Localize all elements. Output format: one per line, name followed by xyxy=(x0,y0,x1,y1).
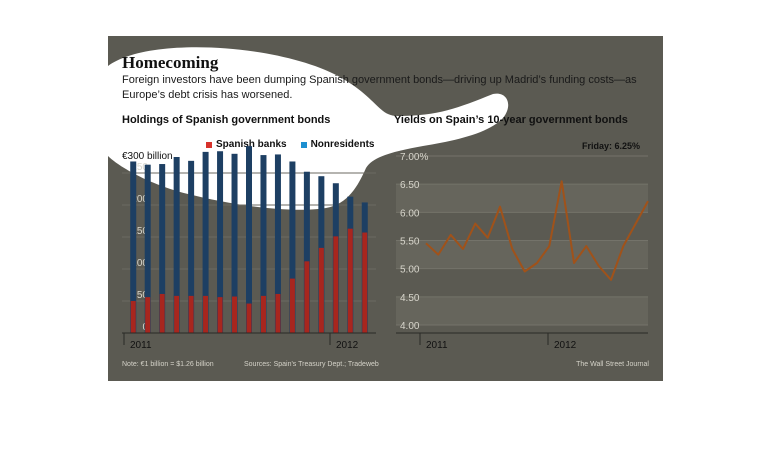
holdings-bar-nonresidents xyxy=(202,151,209,333)
holdings-y-tick: 250 xyxy=(131,162,148,173)
yields-band xyxy=(396,240,648,269)
infographic-panel: Homecoming Foreign investors have been d… xyxy=(108,36,663,381)
legend-nonresidents: Nonresidents xyxy=(310,139,375,150)
spanish-banks-swatch xyxy=(206,141,212,148)
page-subtitle: Foreign investors have been dumping Span… xyxy=(122,74,637,101)
holdings-bar-spanish-banks xyxy=(362,232,368,333)
yields-line-chart: 4.00 4.50 5.00 5.50 6.00 6.50 7.00% 2011 2012 xyxy=(396,152,649,351)
yields-y-tick: 7.00% xyxy=(400,152,428,163)
nonresidents-swatch xyxy=(300,141,307,148)
holdings-bar-spanish-banks xyxy=(130,301,136,333)
holdings-bar-spanish-banks xyxy=(232,296,238,333)
holdings-bar-spanish-banks xyxy=(260,295,266,333)
yields-y-tick: 6.50 xyxy=(400,180,420,191)
yields-y-tick: 6.00 xyxy=(400,208,420,219)
holdings-bar-nonresidents xyxy=(188,160,195,333)
page-title: Homecoming xyxy=(122,53,219,72)
holdings-bar-spanish-banks xyxy=(304,261,310,333)
yields-y-tick: 4.00 xyxy=(400,321,420,332)
holdings-bar-nonresidents xyxy=(159,164,166,333)
yields-y-tick: 4.50 xyxy=(400,293,420,304)
holdings-bar-nonresidents xyxy=(260,155,267,333)
holdings-bar-nonresidents xyxy=(231,153,238,333)
yields-y-tick: 5.50 xyxy=(400,237,420,248)
holdings-bar-spanish-banks xyxy=(347,228,353,333)
holdings-bar-spanish-banks xyxy=(289,278,295,333)
holdings-y-unit: €300 billion xyxy=(122,151,173,162)
holdings-bar-spanish-banks xyxy=(174,295,180,333)
footnote-credit: The Wall Street Journal xyxy=(576,361,649,368)
holdings-y-tick: 50 xyxy=(137,290,149,301)
footnote-sources: Sources: Spain's Treasury Dept.; Tradewe… xyxy=(244,361,379,368)
yields-band xyxy=(396,296,648,325)
holdings-bar-spanish-banks xyxy=(275,293,281,333)
holdings-bar-nonresidents xyxy=(246,146,252,333)
holdings-x-tick-label: 2011 xyxy=(130,340,152,351)
yields-x-tick-label: 2012 xyxy=(554,340,577,351)
footnote-note: Note: €1 billion = $1.26 billion xyxy=(122,361,214,368)
holdings-y-tick: 150 xyxy=(131,226,148,237)
yield-annotation: Friday: 6.25% xyxy=(582,141,641,151)
yields-y-tick: 5.00 xyxy=(400,265,420,276)
yields-x-tick-label: 2011 xyxy=(426,340,448,351)
holdings-bar-nonresidents xyxy=(303,171,310,333)
legend-spanish-banks: Spanish banks xyxy=(216,139,287,150)
holdings-bar-nonresidents xyxy=(130,161,137,333)
holdings-bar-spanish-banks xyxy=(203,295,209,333)
yields-band xyxy=(396,184,648,213)
holdings-bar-nonresidents xyxy=(274,154,281,333)
holdings-bar-spanish-banks xyxy=(246,303,252,333)
holdings-bar-spanish-banks xyxy=(145,297,151,333)
holdings-y-tick: 100 xyxy=(131,258,148,269)
holdings-bar-spanish-banks xyxy=(188,295,194,333)
yields-line xyxy=(425,180,649,281)
holdings-bar-spanish-banks xyxy=(217,297,223,333)
holdings-bar-nonresidents xyxy=(289,161,296,333)
holdings-bar-nonresidents xyxy=(173,157,180,333)
holdings-y-tick: 200 xyxy=(131,194,148,205)
yields-chart-title: Yields on Spain’s 10-year government bon… xyxy=(394,114,628,126)
holdings-chart-title: Holdings of Spanish government bonds xyxy=(122,114,331,126)
holdings-bar-nonresidents xyxy=(144,164,151,333)
holdings-bar-nonresidents xyxy=(217,151,224,333)
holdings-bar-spanish-banks xyxy=(159,293,165,333)
holdings-bar-spanish-banks xyxy=(318,247,324,333)
holdings-legend: Spanish banks Nonresidents xyxy=(206,139,374,150)
holdings-bar-spanish-banks xyxy=(333,236,339,333)
holdings-x-tick-label: 2012 xyxy=(336,340,359,351)
